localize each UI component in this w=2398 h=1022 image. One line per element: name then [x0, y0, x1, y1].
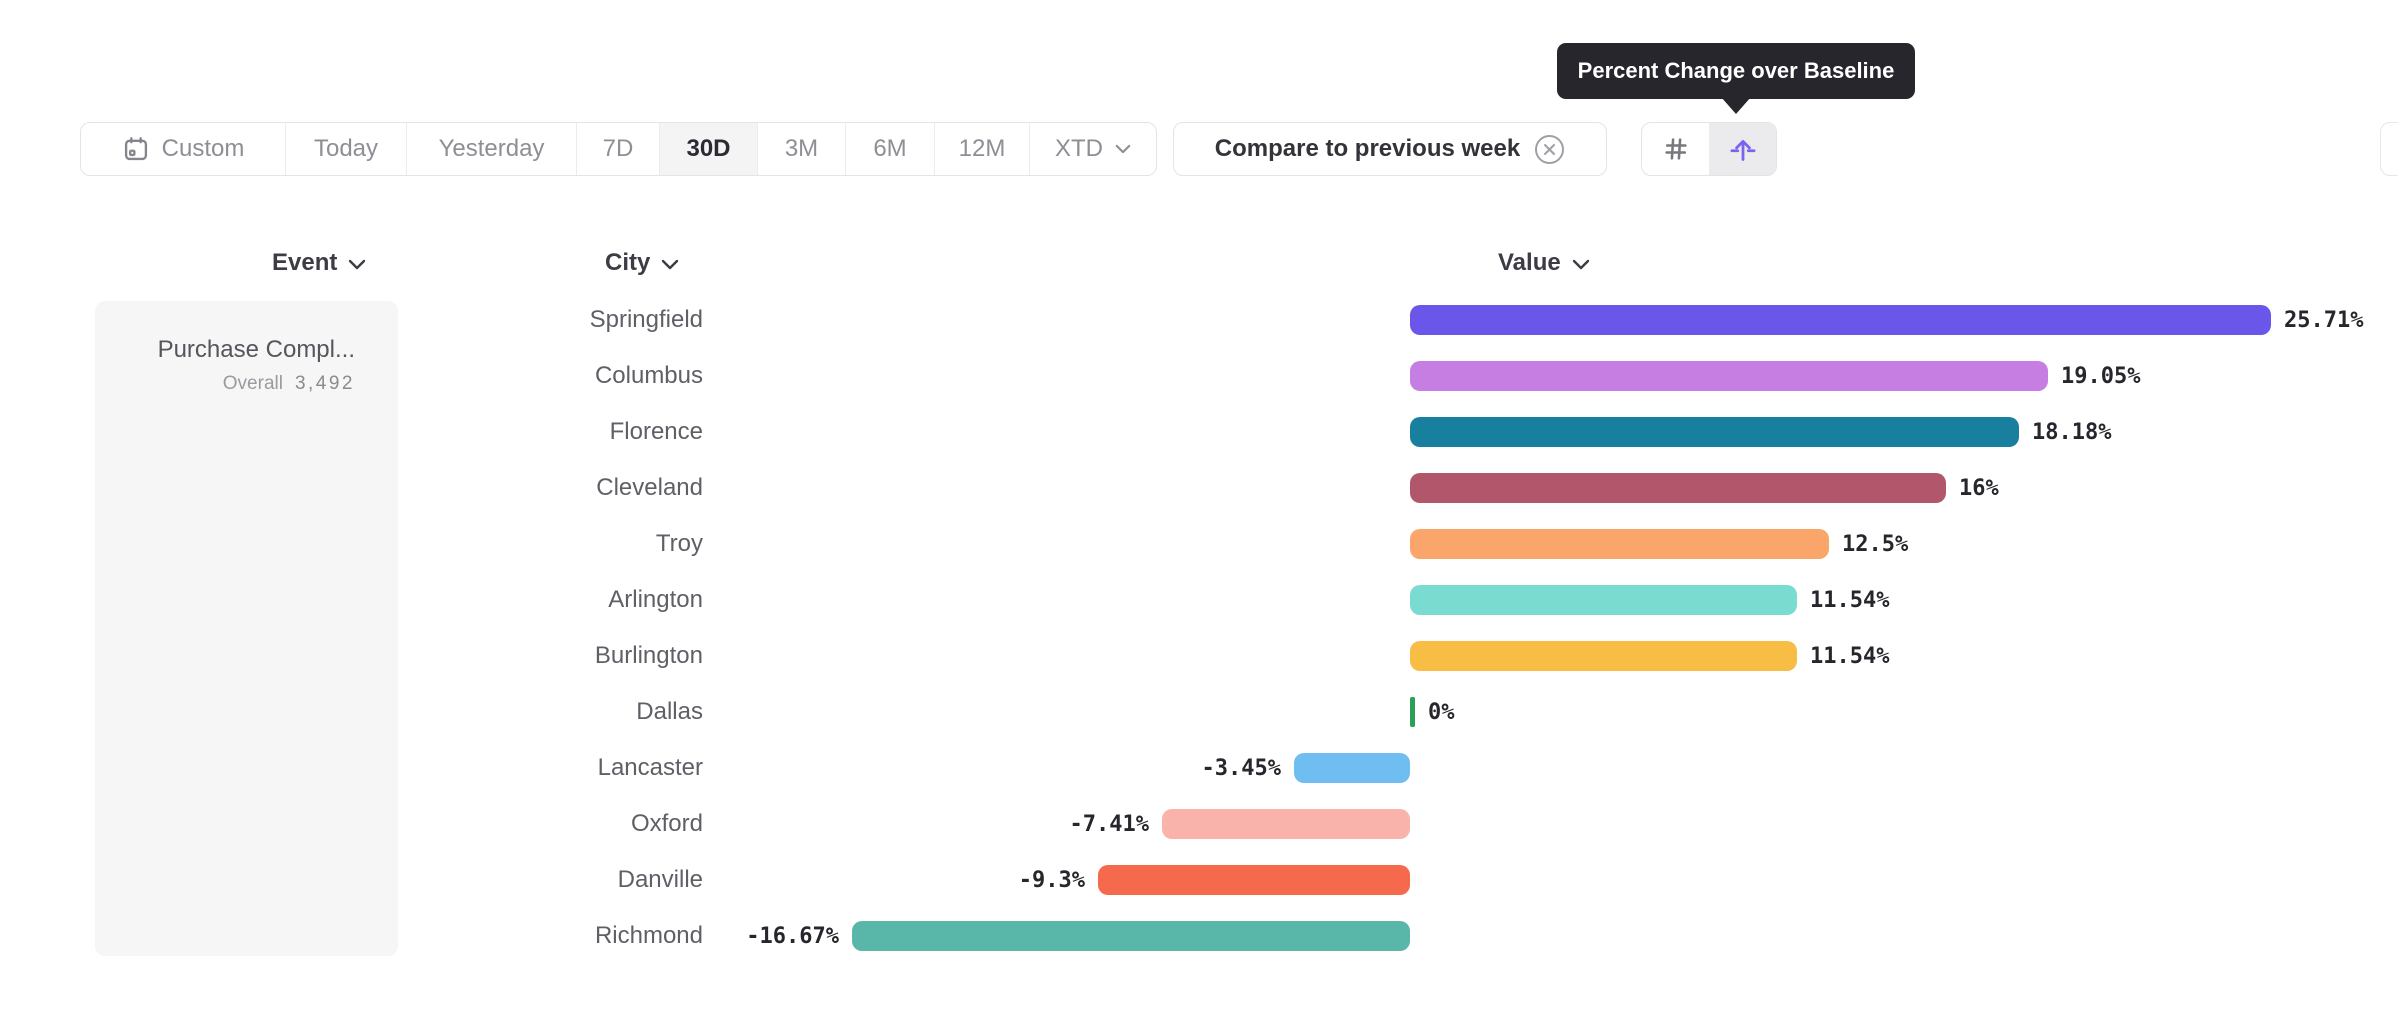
calendar-icon — [124, 137, 147, 161]
value-label: 11.54% — [1810, 588, 1890, 613]
range-label: 30D — [686, 135, 731, 162]
chart-row-oxford: Oxford -7.41% — [0, 796, 2398, 852]
range-label: 7D — [602, 135, 634, 162]
city-label: Troy — [655, 530, 703, 557]
tooltip-arrow — [1721, 97, 1751, 114]
date-range-segmented-control: Custom Today Yesterday 7D 30D 3M 6M 12M XTD — [80, 122, 1157, 176]
range-button-yesterday[interactable]: Yesterday — [406, 123, 576, 175]
column-header-value-label: Value — [1498, 249, 1561, 276]
value-display-toggle-group — [1641, 122, 1777, 176]
value-bar[interactable] — [1410, 585, 1797, 615]
range-button-custom[interactable]: Custom — [81, 123, 285, 175]
value-bar[interactable] — [1410, 529, 1829, 559]
chevron-down-icon — [1572, 259, 1589, 270]
chevron-down-icon — [1115, 144, 1131, 154]
city-label: Danville — [617, 866, 703, 893]
range-button-6m[interactable]: 6M — [845, 123, 934, 175]
chart-row-burlington: Burlington 11.54% — [0, 628, 2398, 684]
value-bar[interactable] — [1410, 417, 2019, 447]
range-button-xtd[interactable]: XTD — [1029, 123, 1156, 175]
absolute-numbers-toggle[interactable] — [1642, 123, 1709, 175]
range-button-7d[interactable]: 7D — [576, 123, 659, 175]
city-label: Lancaster — [597, 754, 703, 781]
baseline-arrow-icon — [1730, 140, 1755, 161]
chart-row-dallas: Dallas 0% — [0, 684, 2398, 740]
value-bar[interactable] — [1410, 641, 1797, 671]
value-label: 25.71% — [2284, 308, 2364, 333]
event-metric: Overall 3,492 — [95, 372, 355, 396]
value-bar[interactable] — [1410, 361, 2048, 391]
event-metric-value: 3,492 — [294, 373, 355, 394]
range-button-3m[interactable]: 3M — [757, 123, 845, 175]
city-label: Florence — [609, 418, 703, 445]
compare-label: Compare to previous week — [1214, 135, 1521, 162]
value-label: 12.5% — [1842, 532, 1909, 557]
value-label: 0% — [1428, 700, 1455, 725]
chart-row-florence: Florence 18.18% — [0, 404, 2398, 460]
column-header-city[interactable]: City — [605, 248, 679, 278]
value-bar[interactable] — [1410, 305, 2271, 335]
column-header-event-label: Event — [272, 249, 338, 276]
value-bar[interactable] — [1294, 753, 1410, 783]
event-name: Purchase Compl... — [157, 336, 355, 363]
range-button-12m[interactable]: 12M — [934, 123, 1029, 175]
value-bar[interactable] — [1410, 697, 1415, 727]
value-label: 16% — [1959, 476, 1999, 501]
city-label: Richmond — [594, 922, 703, 949]
value-label: -9.3% — [1018, 868, 1085, 893]
range-label: 12M — [958, 135, 1006, 162]
range-button-30d[interactable]: 30D — [659, 123, 757, 175]
value-label: -7.41% — [1069, 812, 1149, 837]
city-label: Arlington — [608, 586, 703, 613]
city-label: Cleveland — [596, 474, 703, 501]
range-label: Yesterday — [438, 135, 545, 162]
value-label: 19.05% — [2061, 364, 2141, 389]
hash-icon — [1664, 138, 1687, 160]
chart-row-springfield: Springfield 25.71% — [0, 292, 2398, 348]
chart-row-columbus: Columbus 19.05% — [0, 348, 2398, 404]
chevron-down-icon — [349, 259, 366, 270]
compare-button[interactable]: Compare to previous week — [1173, 122, 1607, 176]
range-label: XTD — [1055, 135, 1103, 162]
bar-chart: Springfield 25.71% Columbus 19.05% Florence 1… — [0, 292, 2398, 964]
value-bar[interactable] — [1162, 809, 1410, 839]
city-label: Dallas — [636, 698, 703, 725]
value-label: 18.18% — [2032, 420, 2112, 445]
city-label: Oxford — [630, 810, 703, 837]
range-label: Custom — [161, 135, 245, 162]
value-label: -16.67% — [746, 924, 839, 949]
chart-row-troy: Troy 12.5% — [0, 516, 2398, 572]
chevron-down-icon — [662, 259, 679, 270]
column-header-event[interactable]: Event — [272, 248, 366, 278]
range-label: 6M — [873, 135, 907, 162]
city-label: Springfield — [589, 306, 703, 333]
tooltip: Percent Change over Baseline — [1557, 43, 1915, 99]
chart-row-richmond: Richmond -16.67% — [0, 908, 2398, 964]
value-bar[interactable] — [1098, 865, 1410, 895]
chart-row-arlington: Arlington 11.54% — [0, 572, 2398, 628]
value-bar[interactable] — [1410, 473, 1946, 503]
column-header-city-label: City — [605, 249, 651, 276]
percent-change-over-baseline-toggle[interactable] — [1709, 123, 1776, 175]
range-button-today[interactable]: Today — [285, 123, 406, 175]
event-card[interactable]: Purchase Compl... Overall 3,492 — [95, 301, 398, 956]
range-label: 3M — [784, 135, 819, 162]
value-label: -3.45% — [1201, 756, 1281, 781]
event-metric-label: Overall — [222, 373, 283, 394]
city-label: Columbus — [594, 362, 703, 389]
chart-row-danville: Danville -9.3% — [0, 852, 2398, 908]
overflow-toolbar-button[interactable] — [2380, 122, 2398, 176]
column-header-value[interactable]: Value — [1498, 248, 1590, 278]
tooltip-text: Percent Change over Baseline — [1577, 58, 1895, 83]
range-label: Today — [313, 135, 379, 162]
value-label: 11.54% — [1810, 644, 1890, 669]
chart-row-cleveland: Cleveland 16% — [0, 460, 2398, 516]
dismiss-compare-icon[interactable] — [1534, 134, 1565, 165]
chart-row-lancaster: Lancaster -3.45% — [0, 740, 2398, 796]
city-label: Burlington — [594, 642, 703, 669]
value-bar[interactable] — [852, 921, 1410, 951]
